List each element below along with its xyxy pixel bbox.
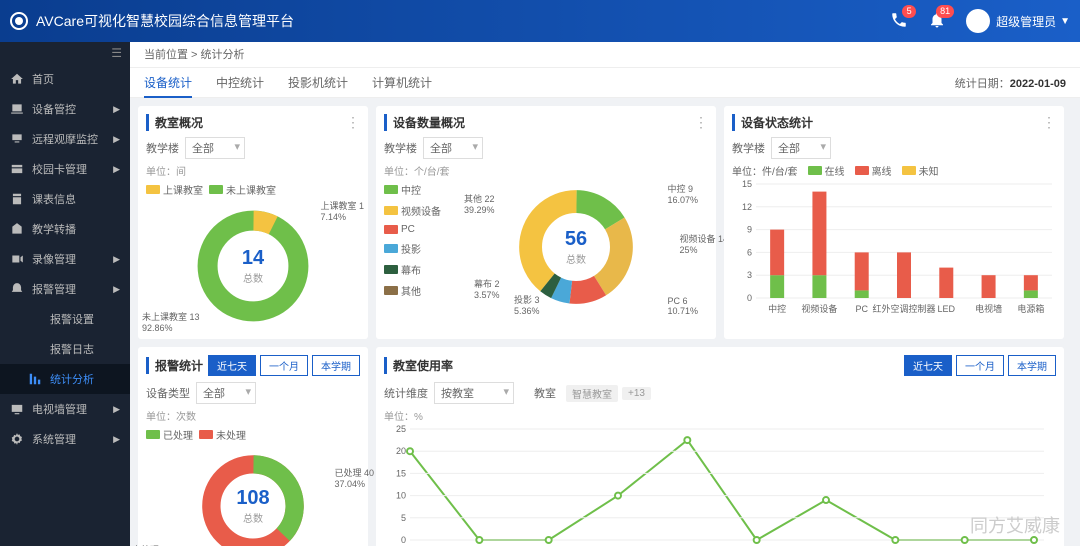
dimension-select[interactable]: 按教室	[434, 382, 514, 404]
legend-item: 投影	[384, 241, 444, 256]
more-icon[interactable]: ⋮	[346, 114, 360, 131]
svg-text:12: 12	[742, 202, 752, 212]
card-title: 教室概况	[146, 114, 360, 131]
collapse-icon[interactable]: ☰	[0, 42, 130, 64]
building-select[interactable]: 全部	[771, 137, 831, 159]
range-button[interactable]: 近七天	[208, 355, 256, 376]
svg-text:10: 10	[396, 491, 406, 501]
range-button[interactable]: 本学期	[1008, 355, 1056, 376]
svg-text:5: 5	[401, 513, 406, 523]
tab[interactable]: 中控统计	[216, 68, 264, 98]
sidebar-item[interactable]: 系统管理▶	[0, 424, 130, 454]
card-alarm-stats: 报警统计 近七天一个月本学期 设备类型全部 单位：次数 已处理未处理 108总数…	[138, 347, 368, 546]
bell-badge: 81	[936, 5, 954, 18]
more-icon[interactable]: ⋮	[694, 114, 708, 131]
more-tag[interactable]: +13	[622, 387, 651, 400]
svg-text:15: 15	[396, 468, 406, 478]
range-button[interactable]: 一个月	[956, 355, 1004, 376]
tab[interactable]: 投影机统计	[288, 68, 348, 98]
sidebar-item[interactable]: 首页	[0, 64, 130, 94]
user-name: 超级管理员	[996, 13, 1056, 30]
legend-item: 已处理	[146, 427, 193, 442]
svg-text:6: 6	[747, 247, 752, 257]
sidebar-item[interactable]: 课表信息	[0, 184, 130, 214]
svg-text:电源箱: 电源箱	[1017, 303, 1044, 314]
phone-icon[interactable]: 5	[890, 11, 908, 32]
phone-badge: 5	[902, 5, 916, 18]
user-chevron-icon[interactable]: ▼	[1060, 16, 1070, 27]
sidebar-item[interactable]: 电视墙管理▶	[0, 394, 130, 424]
legend-item: 未处理	[199, 427, 246, 442]
main: 当前位置 > 统计分析 设备统计中控统计投影机统计计算机统计 统计日期：2022…	[130, 42, 1080, 546]
svg-text:0: 0	[747, 293, 752, 303]
logo-icon	[10, 12, 28, 30]
card-title: 设备数量概况	[384, 114, 708, 131]
header: AVCare可视化智慧校园综合信息管理平台 5 81 超级管理员 ▼	[0, 0, 1080, 42]
line-chart: 0510152025智慧教室医药护会议室演示教室1演示教室2演示教室3演示教室4…	[384, 423, 1044, 546]
device-type-select[interactable]: 全部	[196, 382, 256, 404]
building-select[interactable]: 全部	[185, 137, 245, 159]
watermark: 同方艾威康	[970, 512, 1060, 538]
breadcrumb: 当前位置 > 统计分析	[130, 42, 1080, 68]
legend-item: 未知	[902, 163, 939, 178]
svg-text:中控: 中控	[768, 303, 786, 314]
bell-icon[interactable]: 81	[928, 11, 946, 32]
legend-item: 离线	[855, 163, 892, 178]
range-button[interactable]: 近七天	[904, 355, 952, 376]
svg-text:0: 0	[401, 535, 406, 545]
sidebar-item[interactable]: 教学转播	[0, 214, 130, 244]
more-icon[interactable]: ⋮	[1042, 114, 1056, 131]
sidebar: ☰ 首页设备管控▶远程观摩监控▶校园卡管理▶课表信息教学转播录像管理▶报警管理▶…	[0, 42, 130, 546]
legend-item: 幕布	[384, 262, 444, 277]
range-button[interactable]: 一个月	[260, 355, 308, 376]
legend-item: 视频设备	[384, 203, 444, 218]
tab[interactable]: 设备统计	[144, 68, 192, 98]
svg-text:视频设备: 视频设备	[801, 303, 837, 314]
app-title: AVCare可视化智慧校园综合信息管理平台	[36, 11, 880, 31]
svg-text:电视墙: 电视墙	[975, 303, 1002, 314]
bar-chart: 0 3 6 9 12 15 中控 视频设备 PC 红外空调控制器LED 电视墙 电源箱	[732, 178, 1052, 318]
avatar[interactable]	[966, 9, 990, 33]
svg-text:15: 15	[742, 179, 752, 189]
card-title: 设备状态统计	[732, 114, 1056, 131]
sidebar-item[interactable]: 报警日志	[0, 334, 130, 364]
legend-item: 中控	[384, 182, 444, 197]
tab[interactable]: 计算机统计	[372, 68, 432, 98]
tabs: 设备统计中控统计投影机统计计算机统计 统计日期：2022-01-09	[130, 68, 1080, 98]
svg-text:20: 20	[396, 446, 406, 456]
card-usage-rate: 教室使用率 近七天一个月本学期 统计维度 按教室 教室 智慧教室 +13 单位：…	[376, 347, 1064, 546]
card-device-count: 设备数量概况 ⋮ 教学楼全部 单位：个/台/套 中控视频设备PC投影幕布其他 5…	[376, 106, 716, 339]
legend-item: 上课教室	[146, 182, 203, 197]
svg-text:PC: PC	[855, 304, 868, 314]
svg-text:红外空调控制器: 红外空调控制器	[872, 303, 935, 314]
range-button[interactable]: 本学期	[312, 355, 360, 376]
sidebar-item[interactable]: 统计分析	[0, 364, 130, 394]
sidebar-item[interactable]: 报警设置	[0, 304, 130, 334]
sidebar-item[interactable]: 远程观摩监控▶	[0, 124, 130, 154]
legend-item: 在线	[808, 163, 845, 178]
legend-item: 未上课教室	[209, 182, 276, 197]
sidebar-item[interactable]: 设备管控▶	[0, 94, 130, 124]
svg-text:25: 25	[396, 424, 406, 434]
building-select[interactable]: 全部	[423, 137, 483, 159]
sidebar-item[interactable]: 报警管理▶	[0, 274, 130, 304]
card-classroom-overview: 教室概况 ⋮ 教学楼全部 单位：间 上课教室未上课教室 14总数 上课教室 17…	[138, 106, 368, 339]
svg-text:LED: LED	[938, 304, 956, 314]
svg-text:9: 9	[747, 225, 752, 235]
sidebar-item[interactable]: 录像管理▶	[0, 244, 130, 274]
svg-text:3: 3	[747, 270, 752, 280]
legend-item: 其他	[384, 283, 444, 298]
legend-item: PC	[384, 224, 444, 235]
card-device-status: 设备状态统计 ⋮ 教学楼全部 单位：件/台/套 在线离线未知 03691215中…	[724, 106, 1064, 339]
room-tag[interactable]: 智慧教室	[566, 385, 618, 402]
sidebar-item[interactable]: 校园卡管理▶	[0, 154, 130, 184]
stat-date: 统计日期：2022-01-09	[955, 75, 1066, 91]
